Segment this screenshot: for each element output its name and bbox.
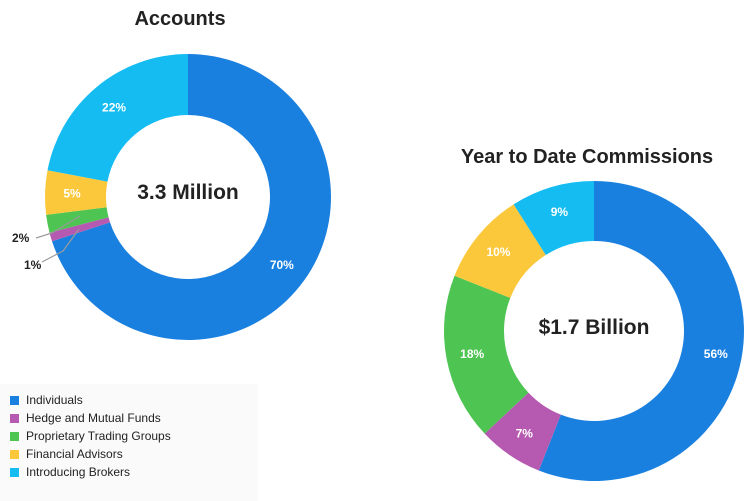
legend-item-introducing-brokers: Introducing Brokers [10, 464, 130, 480]
commissions-center-total: $1.7 Billion [539, 316, 650, 339]
legend-label: Financial Advisors [26, 447, 123, 461]
legend-label: Individuals [26, 393, 83, 407]
accounts-center-total: 3.3 Million [137, 181, 239, 204]
slice-label-financial-advisors: 5% [63, 186, 81, 200]
slice-label-introducing-brokers: 9% [551, 205, 569, 219]
legend-swatch [10, 395, 19, 405]
slice-individuals [51, 54, 332, 340]
slice-label-individuals: 56% [704, 347, 728, 361]
slice-label-prop-trading: 18% [460, 347, 484, 361]
slice-prop-trading [444, 275, 529, 434]
legend-swatch [10, 449, 19, 459]
slice-introducing-brokers [47, 54, 188, 182]
legend-label: Hedge and Mutual Funds [26, 411, 161, 425]
chart-legend: Individuals Hedge and Mutual Funds Propr… [0, 384, 258, 501]
accounts-donut-chart: 70% 1% 2% 5% 22% [12, 54, 332, 340]
legend-item-financial-advisors: Financial Advisors [10, 446, 123, 462]
slice-financial-advisors [454, 204, 546, 298]
slice-label-introducing-brokers: 22% [102, 101, 126, 115]
commissions-donut-chart: 56% 7% 18% 10% 9% [444, 181, 745, 481]
slice-label-financial-advisors: 10% [486, 245, 510, 259]
slice-label-individuals: 70% [270, 258, 294, 272]
slice-label-hedge-funds: 1% [24, 258, 42, 272]
legend-swatch [10, 413, 19, 423]
legend-label: Introducing Brokers [26, 465, 131, 479]
legend-item-hedge-funds: Hedge and Mutual Funds [10, 410, 161, 426]
slice-label-hedge-funds: 7% [516, 427, 534, 441]
slice-hedge-funds [484, 392, 561, 471]
accounts-chart-title: Accounts [134, 8, 225, 30]
legend-item-prop-trading: Proprietary Trading Groups [10, 428, 171, 444]
slice-individuals [538, 181, 745, 481]
slice-label-prop-trading: 2% [12, 231, 30, 245]
commissions-chart-title: Year to Date Commissions [461, 146, 713, 168]
leader-line-hedge-funds [41, 228, 80, 263]
slice-hedge-funds [49, 217, 111, 242]
legend-label: Proprietary Trading Groups [26, 429, 171, 443]
legend-swatch [10, 431, 19, 441]
slice-prop-trading [46, 207, 109, 233]
slice-financial-advisors [45, 170, 108, 215]
leader-line-prop-trading [35, 215, 81, 239]
legend-item-individuals: Individuals [10, 392, 83, 408]
slice-introducing-brokers [513, 181, 594, 256]
legend-swatch [10, 467, 19, 477]
